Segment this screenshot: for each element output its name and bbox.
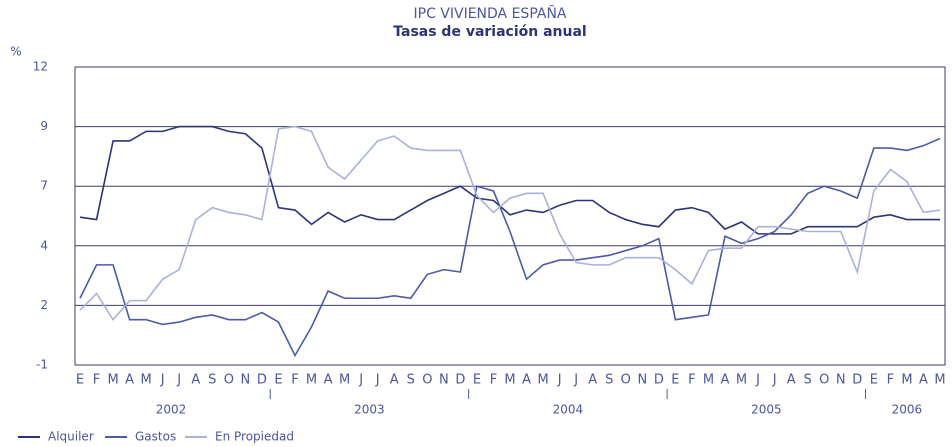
x-tick-label: M — [901, 373, 912, 388]
y-tick-label: 9 — [40, 119, 48, 133]
x-tick-label: A — [324, 373, 333, 388]
year-label: 2005 — [751, 403, 782, 417]
x-tick-label: N — [836, 373, 846, 388]
x-tick-label: A — [191, 373, 200, 388]
y-tick-label: 7 — [40, 179, 48, 193]
line-series — [79, 137, 941, 358]
x-tick-label: D — [852, 373, 862, 388]
x-tick-label: F — [887, 373, 894, 388]
x-tick-label: D — [257, 373, 267, 388]
plot-frame — [74, 66, 946, 366]
x-tick-label: D — [654, 373, 664, 388]
x-tick-label: F — [291, 373, 298, 388]
y-tick-label: 4 — [40, 238, 48, 252]
x-tick-label: S — [407, 373, 415, 388]
chart-title: IPC VIVIENDA ESPAÑA — [414, 5, 567, 22]
chart-subtitle: Tasas de variación anual — [393, 24, 586, 40]
x-tick-label: A — [125, 373, 134, 388]
x-tick-label: M — [107, 373, 118, 388]
x-tick-label: A — [588, 373, 597, 388]
y-unit: % — [10, 45, 21, 59]
x-tick-label: M — [736, 373, 747, 388]
x-tick-label: A — [522, 373, 531, 388]
x-tick-label: E — [473, 373, 481, 388]
y-tick-label: 2 — [40, 298, 48, 312]
x-tick-label: M — [141, 373, 152, 388]
x-tick-label: J — [176, 373, 181, 388]
legend-label: En Propiedad — [215, 430, 294, 444]
x-tick-label: F — [688, 373, 695, 388]
x-tick-label: J — [358, 373, 363, 388]
x-tick-label: N — [439, 373, 449, 388]
y-tick-label: -1 — [36, 358, 48, 372]
x-tick-label: J — [557, 373, 562, 388]
x-tick-label: S — [605, 373, 613, 388]
x-tick-label: M — [537, 373, 548, 388]
x-tick-label: O — [819, 373, 829, 388]
x-tick-label: O — [224, 373, 234, 388]
x-tick-label: O — [422, 373, 432, 388]
year-label: 2002 — [156, 403, 187, 417]
x-tick-label: F — [93, 373, 100, 388]
x-tick-label: A — [390, 373, 399, 388]
year-label: 2006 — [892, 403, 923, 417]
year-label: 2003 — [354, 403, 385, 417]
x-tick-label: S — [208, 373, 216, 388]
line-series — [79, 125, 940, 235]
x-tick-label: E — [274, 373, 282, 388]
x-tick-label: S — [804, 373, 812, 388]
x-tick-label: M — [306, 373, 317, 388]
x-tick-label: J — [573, 373, 578, 388]
x-tick-label: O — [621, 373, 631, 388]
legend-label: Gastos — [135, 430, 176, 444]
x-tick-label: M — [339, 373, 350, 388]
x-tick-label: E — [870, 373, 878, 388]
x-tick-label: D — [455, 373, 465, 388]
line-series — [79, 125, 941, 322]
x-tick-label: A — [787, 373, 796, 388]
x-tick-label: M — [934, 373, 945, 388]
x-tick-label: J — [755, 373, 760, 388]
legend-label: Alquiler — [48, 430, 94, 444]
x-tick-label: A — [919, 373, 928, 388]
x-tick-label: J — [375, 373, 380, 388]
x-tick-label: M — [703, 373, 714, 388]
x-tick-label: N — [241, 373, 251, 388]
x-tick-label: F — [490, 373, 497, 388]
x-tick-label: M — [504, 373, 515, 388]
x-tick-label: A — [721, 373, 730, 388]
x-tick-label: J — [772, 373, 777, 388]
x-tick-label: J — [160, 373, 165, 388]
x-tick-label: E — [76, 373, 84, 388]
year-label: 2004 — [553, 403, 584, 417]
y-tick-label: 12 — [33, 60, 48, 74]
x-tick-label: N — [637, 373, 647, 388]
x-tick-label: E — [671, 373, 679, 388]
